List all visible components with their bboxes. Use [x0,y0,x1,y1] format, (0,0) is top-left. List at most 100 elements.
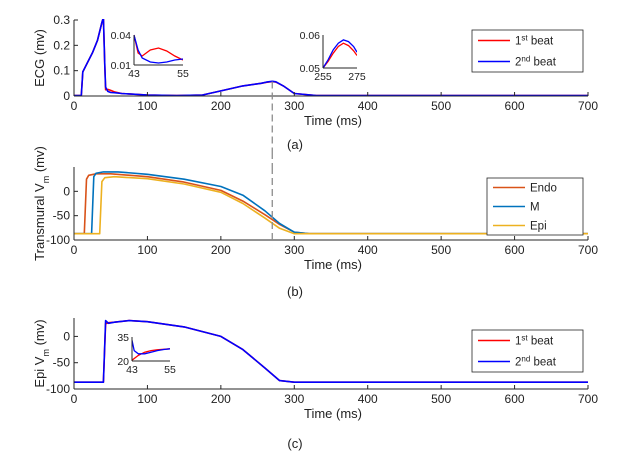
legend-label-sup-a-0: st [521,33,528,42]
legend-label-sup-c-1: nd [521,354,530,363]
y-tick-label-b-0: 0 [63,184,70,198]
x-tick-label-a-2: 200 [211,99,231,113]
series-line-a-1 [74,19,588,97]
legend-label-rest-c-1: beat [530,357,556,369]
y-axis-label-sub-c: m [41,349,51,357]
legend-label-rest-a-1: beat [530,57,556,69]
legend-b: Endo M Epi [486,177,584,236]
x-tick-label-c-2: 200 [211,392,231,406]
y-tick-label-c-0: 0 [63,329,70,343]
inset-y-tick-a1-0: 0.04 [111,30,132,42]
inset-series-line-a1-0 [134,34,183,61]
x-tick-label-c-3: 300 [284,392,304,406]
inset-series-group-a2 [323,39,357,69]
inset-series-line-a2-0 [323,42,357,69]
y-tick-label-a-0: 0 [63,89,70,103]
inset-y-tick-c1-1: 20 [117,356,129,368]
x-tick-label-b-5: 500 [431,243,451,257]
x-tick-label-b-2: 200 [211,243,231,257]
inset-a1: 43 55 0.04 0.01 [111,30,189,80]
inset-series-line-c1-1 [132,340,170,355]
inset-x-tick-a1-0: 43 [128,68,140,80]
inset-x-tick-a1-1: 55 [177,68,189,80]
inset-series-line-a1-1 [134,34,183,64]
x-tick-label-b-0: 0 [71,243,78,257]
legend-label-rest-c-0: beat [528,336,554,348]
legend-box-c [471,329,584,373]
x-axis-label-a: Time (ms) [304,113,362,128]
series-group-b [74,171,588,235]
series-group-c [74,319,588,384]
inset-y-tick-a2-0: 0.06 [300,30,321,42]
x-tick-label-a-5: 500 [431,99,451,113]
panel-label-a: (a) [287,137,303,152]
x-tick-label-b-4: 400 [358,243,378,257]
panel-label-c: (c) [287,436,302,451]
legend-label-num-c-0: 1 [515,336,521,348]
legend-box-a [471,29,584,73]
y-axis-label-unit-c: (mv) [32,319,47,349]
legend-label-sup-c-0: st [521,333,528,342]
y-axis-label-a: ECG (mv) [32,29,47,87]
legend-label-a-1: 2nd beat [515,54,557,69]
y-axis-label-main-c: Epi V [32,356,47,387]
x-tick-label-c-0: 0 [71,392,78,406]
panel-label-b: (b) [287,284,303,299]
y-axis-label-c: Epi Vm (mv) [32,319,51,387]
x-tick-label-a-7: 700 [578,99,598,113]
legend-label-num-a-0: 1 [515,36,521,48]
y-axis-label-unit-b: (mv) [32,146,47,176]
legend-label-sup-a-1: nd [521,54,530,63]
legend-label-num-c-1: 2 [515,357,521,369]
panel-a: 0 100 200 300 400 500 600 700 0 0.1 0.2 0.3 Time (ms… [32,13,598,152]
legend-label-b-2: Epi [530,221,547,233]
inset-series-group-a1 [134,34,183,64]
y-tick-label-c-2: -100 [46,382,70,396]
inset-x-tick-c1-1: 55 [164,364,176,376]
x-tick-label-a-4: 400 [358,99,378,113]
x-tick-label-c-4: 400 [358,392,378,406]
legend-label-c-0: 1st beat [515,333,554,348]
y-tick-label-b-2: -100 [46,233,70,247]
y-axis-label-b: Transmural Vm (mv) [32,146,51,261]
series-line-b-2 [74,175,588,235]
inset-c1: 43 55 35 20 [117,332,176,376]
y-tick-label-a-2: 0.2 [53,38,70,52]
inset-y-tick-a1-1: 0.01 [111,60,132,72]
x-tick-label-c-5: 500 [431,392,451,406]
legend-label-b-0: Endo [530,183,557,195]
inset-a2: 255 275 0.06 0.05 [300,30,366,83]
inset-y-tick-a2-1: 0.05 [300,63,321,75]
y-tick-label-a-1: 0.1 [53,64,70,78]
inset-x-tick-a2-0: 255 [314,71,332,83]
x-tick-label-a-0: 0 [71,99,78,113]
inset-series-line-c1-0 [132,348,170,361]
x-tick-label-a-1: 100 [137,99,157,113]
x-tick-label-a-3: 300 [284,99,304,113]
inset-y-tick-c1-0: 35 [117,332,129,344]
x-axis-label-b: Time (ms) [304,257,362,272]
series-line-b-1 [74,171,588,235]
inset-x-tick-c1-0: 43 [126,364,138,376]
series-group-a [74,19,588,97]
legend-label-b-1: M [530,202,540,214]
legend-label-rest-a-0: beat [528,36,554,48]
x-tick-label-c-1: 100 [137,392,157,406]
legend-label-num-a-1: 2 [515,57,521,69]
legend-label-a-0: 1st beat [515,33,554,48]
y-tick-label-b-1: -50 [53,209,71,223]
y-axis-label-main-b: Transmural V [32,183,47,261]
x-axis-label-c: Time (ms) [304,406,362,421]
series-line-c-1 [74,319,588,384]
y-tick-label-c-1: -50 [53,356,71,370]
inset-x-tick-a2-1: 275 [348,71,366,83]
x-tick-label-b-6: 600 [505,243,525,257]
x-tick-label-b-1: 100 [137,243,157,257]
y-axis-label-sub-b: m [41,176,51,184]
y-tick-label-a-3: 0.3 [53,13,70,27]
x-tick-label-b-7: 700 [578,243,598,257]
x-tick-label-a-6: 600 [505,99,525,113]
